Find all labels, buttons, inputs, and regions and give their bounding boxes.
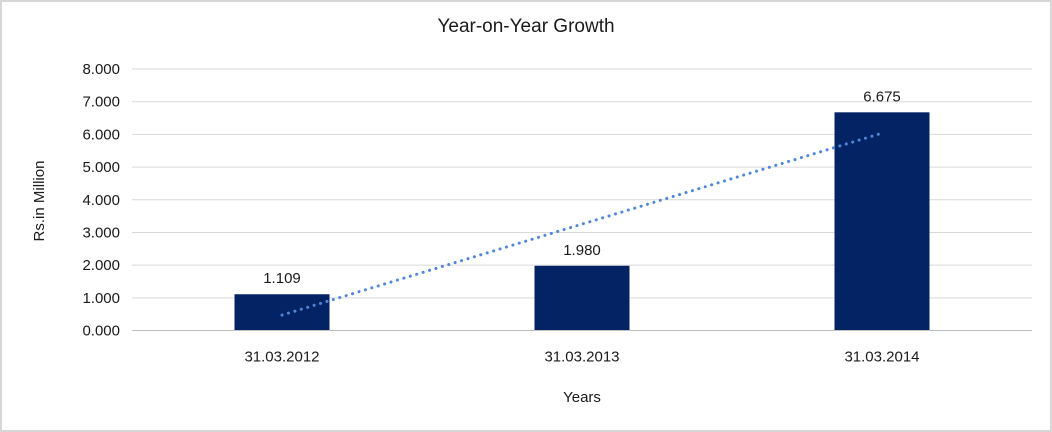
y-tick-label: 4.000 [82,192,120,209]
x-axis-title: Years [563,389,601,406]
x-tick-label: 31.03.2014 [844,349,919,366]
x-tick-label: 31.03.2012 [244,349,319,366]
y-tick-label: 3.000 [82,224,120,241]
y-tick-label: 5.000 [82,159,120,176]
x-tick-label: 31.03.2013 [544,349,619,366]
trendline [280,131,884,317]
y-tick-label: 1.000 [82,290,120,307]
chart-title: Year-on-Year Growth [437,16,615,37]
y-tick-label: 8.000 [82,61,120,78]
y-tick-label: 0.000 [82,323,120,340]
y-tick-label: 7.000 [82,94,120,111]
bar [234,294,330,331]
y-tick-label: 2.000 [82,257,120,274]
bar-value-label: 1.980 [563,242,601,259]
bar [834,112,930,331]
bar-value-label: 1.109 [263,270,301,287]
bar [534,265,630,331]
y-tick-label: 6.000 [82,126,120,143]
bar-value-label: 6.675 [863,88,901,105]
